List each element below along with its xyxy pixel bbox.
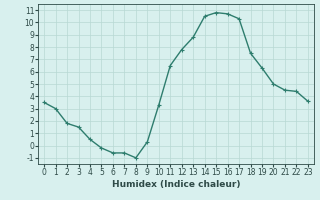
X-axis label: Humidex (Indice chaleur): Humidex (Indice chaleur): [112, 180, 240, 189]
